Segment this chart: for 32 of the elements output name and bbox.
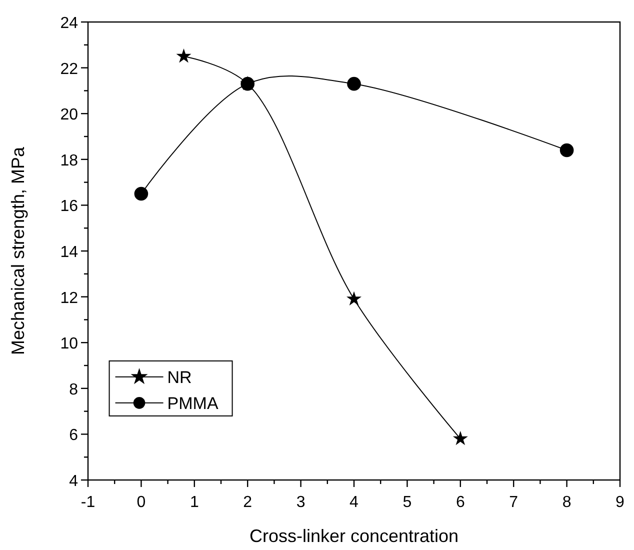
y-tick-label: 12 [60, 290, 78, 307]
point [560, 143, 574, 158]
point [452, 430, 468, 446]
x-tick-label: 3 [296, 494, 306, 511]
x-tick-label: 2 [243, 494, 252, 511]
x-tick-label: 7 [509, 494, 518, 511]
point [176, 48, 192, 63]
x-axis-title: Cross-linker concentration [249, 526, 459, 546]
y-tick-label: 16 [60, 198, 78, 216]
legend-label: NR [167, 368, 192, 387]
x-tick-label: 8 [562, 494, 572, 511]
x-tick-label: 0 [136, 494, 146, 511]
point [134, 186, 148, 201]
y-tick-label: 10 [60, 336, 78, 353]
y-tick-label: 4 [69, 473, 78, 490]
x-tick-label: 1 [190, 494, 199, 511]
legend-label: PMMA [167, 394, 219, 413]
y-tick-label: 18 [60, 152, 78, 170]
x-tick-label: 6 [456, 494, 465, 511]
point [346, 291, 362, 306]
y-tick-label: 8 [69, 381, 78, 398]
y-tick-label: 22 [60, 60, 78, 78]
point [347, 76, 361, 91]
x-tick-label: 5 [402, 494, 412, 511]
y-tick-label: 24 [60, 15, 78, 32]
x-tick-label: 4 [350, 494, 359, 511]
x-tick-label: 9 [616, 494, 625, 511]
y-tick-label: 14 [60, 244, 78, 261]
x-tick-label: -1 [80, 494, 96, 511]
y-axis-title: Mechanical strength, MPa [8, 146, 28, 356]
y-tick-label: 20 [60, 106, 78, 124]
y-tick-label: 6 [69, 427, 78, 444]
